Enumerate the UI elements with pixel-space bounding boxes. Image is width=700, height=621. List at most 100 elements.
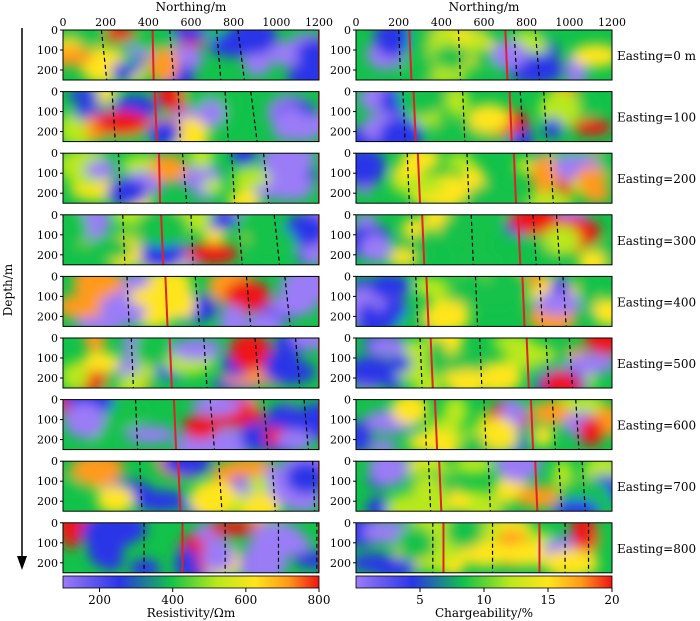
- red-outline-segment: [438, 461, 443, 512]
- dashed-boundary-line: [303, 399, 309, 450]
- dashed-boundary-line: [262, 399, 269, 450]
- y-tick-label: 100: [330, 167, 351, 180]
- y-tick-label: 200: [37, 310, 58, 323]
- row-label: Easting=600 m: [617, 419, 700, 433]
- heatmap-texture: [63, 91, 319, 142]
- heatmap-blob: [592, 297, 612, 327]
- dashed-boundary-line: [130, 338, 134, 388]
- heatmap-panel: [356, 153, 612, 204]
- heatmap-blob: [469, 250, 501, 265]
- y-tick-label: 0: [51, 332, 58, 345]
- dashed-boundary-line: [562, 276, 567, 327]
- red-outline-segment: [534, 461, 539, 512]
- dashed-boundary-line: [139, 461, 143, 512]
- heatmap-blob: [293, 551, 319, 569]
- heatmap-blob: [368, 276, 411, 300]
- dashed-boundary-line: [190, 214, 194, 265]
- dashed-boundary-line: [230, 153, 236, 204]
- heatmap-blob: [448, 489, 471, 512]
- heatmap-blob: [577, 276, 600, 314]
- heatmap-texture: [356, 399, 612, 450]
- dashed-boundary-line: [294, 338, 301, 388]
- heatmap-blob: [129, 558, 160, 573]
- x-tick-label: 400: [138, 16, 159, 29]
- heatmap-blob: [445, 153, 474, 171]
- dashed-boundary-line: [538, 276, 544, 327]
- heatmap-blob: [63, 293, 111, 320]
- x-axis-title-left: Northing/m: [156, 0, 227, 14]
- red-outline-segment: [160, 214, 165, 265]
- y-tick-label: 0: [51, 394, 58, 407]
- heatmap-blob: [369, 439, 397, 450]
- heatmap-blob: [575, 166, 606, 191]
- dashed-boundary-line: [398, 30, 402, 80]
- heatmap-texture: [356, 338, 612, 388]
- dashed-boundary-line: [181, 153, 188, 204]
- heatmap-panel: [356, 30, 612, 80]
- y-tick-label: 200: [330, 495, 351, 508]
- heatmap-blob: [395, 525, 435, 562]
- heatmap-blob: [360, 234, 391, 263]
- x-tick-label: 0: [353, 16, 360, 29]
- y-tick-label: 200: [330, 434, 351, 447]
- heatmap-blob: [87, 528, 115, 567]
- red-outline-segment: [425, 276, 430, 327]
- dashed-boundary-line: [194, 276, 201, 327]
- heatmap-blob: [182, 414, 219, 440]
- y-tick-label: 200: [330, 372, 351, 385]
- heatmap-blob: [534, 400, 570, 424]
- heatmap-panel: [356, 338, 612, 388]
- heatmap-blob: [226, 461, 275, 477]
- heatmap-blob: [230, 338, 268, 372]
- heatmap-blob: [463, 223, 491, 252]
- y-tick-label: 100: [37, 44, 58, 57]
- heatmap-blob: [84, 338, 106, 353]
- colorbar-chargeability-title: Chargeability/%: [435, 606, 533, 620]
- heatmap-texture: [356, 153, 612, 204]
- colorbar-tick-label: 10: [476, 593, 491, 607]
- heatmap-blob: [356, 420, 372, 450]
- heatmap-blob: [124, 425, 177, 443]
- heatmap-blob: [186, 242, 239, 265]
- y-tick-label: 0: [344, 24, 351, 37]
- heatmap-blob: [292, 153, 316, 168]
- y-tick-label: 0: [51, 24, 58, 37]
- heatmap-blob: [63, 361, 90, 388]
- heatmap-blob: [224, 279, 271, 313]
- dashed-boundary-line: [513, 30, 518, 80]
- dashed-boundary-line: [218, 461, 223, 512]
- y-tick-label: 200: [37, 126, 58, 139]
- heatmap-blob: [63, 214, 89, 251]
- heatmap-blob: [391, 176, 445, 196]
- y-tick-label: 200: [37, 249, 58, 262]
- heatmap-blob: [401, 218, 424, 238]
- colorbar-tick-label: 600: [234, 593, 257, 607]
- x-tick-label: 800: [223, 16, 244, 29]
- y-tick-label: 100: [37, 414, 58, 427]
- dashed-boundary-line: [262, 153, 270, 204]
- heatmap-blob: [64, 402, 106, 439]
- row-label: Easting=200 m: [617, 172, 700, 186]
- y-tick-label: 100: [330, 290, 351, 303]
- dashed-boundary-line: [126, 276, 130, 327]
- heatmap-panel: [356, 276, 612, 327]
- red-outline-segment: [158, 153, 162, 204]
- dashed-boundary-line: [457, 30, 462, 80]
- dashed-boundary-line: [466, 153, 470, 204]
- heatmap-texture: [63, 214, 319, 265]
- heatmap-panel: [63, 214, 319, 265]
- y-tick-label: 100: [37, 290, 58, 303]
- y-tick-label: 100: [330, 537, 351, 550]
- heatmap-panel: [63, 30, 319, 80]
- colorbar-tick-label: 800: [308, 593, 331, 607]
- dashed-boundary-line: [169, 30, 175, 80]
- heatmap-blob: [247, 475, 271, 495]
- heatmap-blob: [374, 30, 410, 58]
- dashed-boundary-line: [545, 338, 550, 388]
- panels: 0 200 400 600 800 1000 12000100200010020001002…: [37, 16, 626, 574]
- heatmap-blob: [543, 118, 564, 138]
- dashed-boundary-line: [534, 30, 541, 80]
- dashed-boundary-line: [462, 91, 466, 142]
- heatmap-blob: [279, 276, 318, 298]
- colorbar-resistivity: [62, 575, 320, 589]
